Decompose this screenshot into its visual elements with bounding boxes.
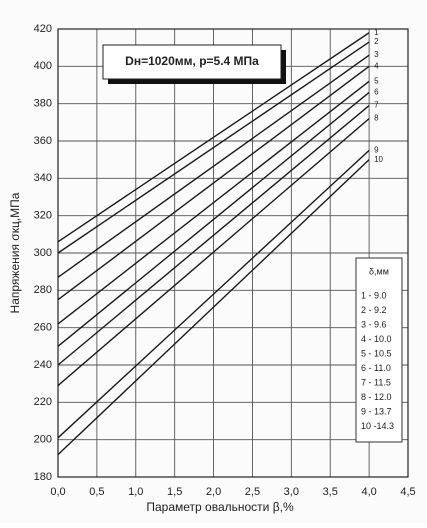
series-line (57, 32, 370, 243)
line-label: 6 (374, 88, 379, 97)
line-label: 1 (374, 28, 379, 37)
line-label: 9 (374, 145, 379, 154)
x-tick-label: 3,5 (323, 486, 338, 498)
series-line (57, 159, 370, 456)
y-tick-label: 320 (34, 210, 52, 222)
line-label: 8 (374, 114, 379, 123)
series-line (57, 80, 370, 325)
y-axis-label: Напряжения σкц,МПа (8, 192, 22, 313)
x-tick-label: 4,5 (400, 486, 415, 498)
y-tick-label: 380 (34, 98, 52, 110)
series-line (57, 91, 370, 347)
series-line (57, 54, 370, 278)
x-tick-label: 0,5 (89, 486, 104, 498)
legend-title: δ,мм (369, 266, 389, 276)
line-label: 5 (374, 76, 379, 85)
series-line (57, 118, 370, 387)
title-box (102, 44, 282, 80)
x-tick-label: 1,0 (128, 486, 143, 498)
y-tick-label: 280 (34, 284, 52, 296)
x-tick-label: 2,0 (206, 486, 221, 498)
line-label: 7 (374, 101, 379, 110)
legend-entry: 3 - 9.6 (361, 319, 387, 329)
line-label: 2 (374, 37, 379, 46)
x-tick-label: 2,5 (245, 486, 260, 498)
x-axis-label: Параметр овальности β,% (146, 500, 294, 514)
y-tick-label: 340 (34, 172, 52, 184)
line-label: 10 (374, 155, 383, 164)
series-line (57, 149, 370, 439)
y-tick-label: 260 (34, 322, 52, 334)
line-label: 3 (374, 50, 379, 59)
legend-entry: 9 - 13.7 (361, 406, 392, 416)
line-label: 4 (374, 61, 379, 70)
series-line (57, 65, 370, 301)
y-tick-label: 240 (34, 359, 52, 371)
legend-entry: 7 - 11.5 (361, 377, 391, 387)
legend-entry: 6 - 11.0 (361, 363, 391, 373)
x-tick-label: 0,0 (50, 486, 65, 498)
legend-entry: 4 - 10.0 (361, 334, 392, 344)
y-tick-label: 300 (34, 247, 52, 259)
y-tick-label: 400 (34, 60, 52, 72)
legend-box (355, 257, 403, 443)
series-line (57, 41, 370, 254)
x-tick-label: 1,5 (167, 486, 182, 498)
legend-entry: 2 - 9.2 (361, 305, 387, 315)
chart-title: Dн=1020мм, p=5.4 МПа (125, 54, 259, 68)
legend-entry: 10 -14.3 (361, 421, 394, 431)
y-tick-label: 420 (34, 23, 52, 35)
series-line (57, 104, 370, 366)
x-tick-label: 3,0 (284, 486, 299, 498)
y-tick-label: 220 (34, 396, 52, 408)
legend-entry: 5 - 10.5 (361, 348, 392, 358)
y-tick-label: 180 (34, 471, 52, 483)
legend-entry: 1 - 9.0 (361, 290, 387, 300)
y-tick-label: 200 (34, 434, 52, 446)
legend-entry: 8 - 12.0 (361, 392, 392, 402)
x-tick-label: 4,0 (361, 486, 376, 498)
y-tick-label: 360 (34, 135, 52, 147)
